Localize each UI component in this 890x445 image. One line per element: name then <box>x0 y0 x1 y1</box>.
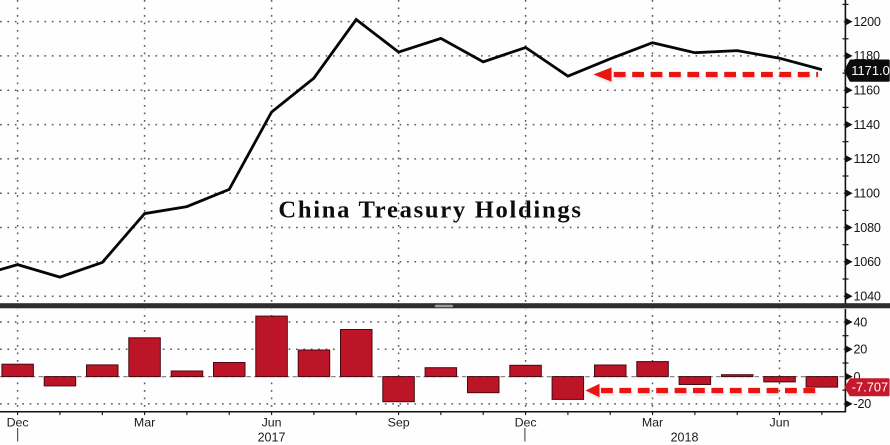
svg-text:Dec: Dec <box>7 416 29 430</box>
svg-text:-20: -20 <box>854 397 872 411</box>
svg-text:Mar: Mar <box>134 416 155 430</box>
svg-text:China Treasury Holdings: China Treasury Holdings <box>278 197 582 224</box>
svg-text:Dec: Dec <box>515 416 537 430</box>
svg-text:1120: 1120 <box>854 152 880 166</box>
svg-text:1080: 1080 <box>854 221 881 235</box>
svg-text:1100: 1100 <box>854 187 880 201</box>
svg-text:Jun: Jun <box>262 416 282 430</box>
svg-text:1171.0: 1171.0 <box>851 63 889 78</box>
svg-text:1160: 1160 <box>854 84 880 98</box>
svg-text:20: 20 <box>854 343 868 357</box>
svg-text:1140: 1140 <box>854 118 880 132</box>
svg-text:0: 0 <box>854 370 861 384</box>
svg-text:Sep: Sep <box>388 416 410 430</box>
svg-text:1040: 1040 <box>854 290 881 304</box>
svg-text:Mar: Mar <box>642 416 663 430</box>
svg-text:Jun: Jun <box>770 416 790 430</box>
svg-text:2017: 2017 <box>258 431 286 445</box>
svg-text:40: 40 <box>854 315 868 329</box>
svg-text:1200: 1200 <box>854 15 881 29</box>
svg-text:-7.707: -7.707 <box>852 380 888 395</box>
svg-text:2018: 2018 <box>671 431 699 445</box>
svg-text:1060: 1060 <box>854 255 881 269</box>
